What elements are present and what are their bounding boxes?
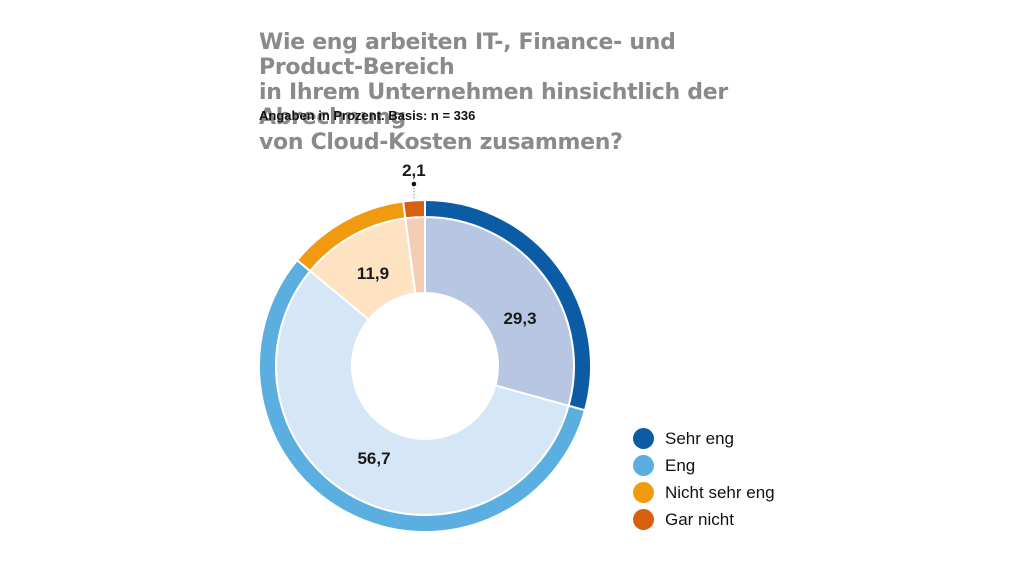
- data-label: 56,7: [357, 449, 390, 468]
- title-line: von Cloud-Kosten zusammen?: [259, 130, 623, 155]
- legend-label: Eng: [665, 455, 696, 475]
- legend-item: Sehr eng: [633, 425, 775, 452]
- chart-subtitle: Angaben in Prozent. Basis: n = 336: [259, 108, 476, 123]
- legend-swatch-icon: [633, 428, 654, 449]
- data-label: 29,3: [503, 309, 536, 328]
- data-label: 2,1: [402, 161, 426, 180]
- legend-item: Gar nicht: [633, 506, 775, 533]
- donut-inner-slice: [424, 215, 575, 407]
- legend-label: Sehr eng: [665, 428, 734, 448]
- legend-swatch-icon: [633, 482, 654, 503]
- legend: Sehr eng Eng Nicht sehr eng Gar nicht: [633, 425, 775, 533]
- legend-swatch-icon: [633, 455, 654, 476]
- legend-item: Eng: [633, 452, 775, 479]
- legend-label: Nicht sehr eng: [665, 482, 775, 502]
- data-label: 11,9: [357, 264, 389, 283]
- chart-title: Wie eng arbeiten IT-, Finance- und Produ…: [259, 30, 779, 155]
- legend-swatch-icon: [633, 509, 654, 530]
- leader-dot: [411, 181, 417, 187]
- title-line: Wie eng arbeiten IT-, Finance- und Produ…: [259, 30, 676, 80]
- donut-outer-slice: [402, 198, 426, 220]
- legend-item: Nicht sehr eng: [633, 479, 775, 506]
- title-line: in Ihrem Unternehmen hinsichtlich der Ab…: [259, 80, 728, 130]
- legend-label: Gar nicht: [665, 509, 734, 529]
